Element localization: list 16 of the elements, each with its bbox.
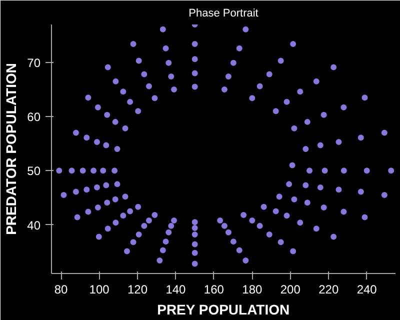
y-tick-label: 70 bbox=[27, 56, 41, 70]
x-axis-title: PREY POPULATION bbox=[157, 302, 290, 318]
x-tick-label: 200 bbox=[280, 282, 301, 296]
x-tick-label: 140 bbox=[166, 282, 186, 296]
x-tick-label: 160 bbox=[204, 282, 224, 296]
y-axis-title: PREDATOR POPULATION bbox=[3, 63, 20, 235]
x-tick-label: 80 bbox=[54, 282, 68, 296]
x-tick-label: 240 bbox=[356, 282, 378, 296]
y-tick-label: 50 bbox=[27, 164, 41, 178]
x-tick-label: 120 bbox=[127, 282, 148, 296]
y-tick-label: 40 bbox=[27, 218, 41, 232]
x-tick-label: 100 bbox=[89, 282, 110, 296]
x-tick-label: 220 bbox=[318, 282, 339, 296]
chart-title: Phase Portrait bbox=[188, 8, 258, 20]
x-tick-label: 180 bbox=[242, 282, 263, 296]
y-tick-label: 60 bbox=[27, 110, 41, 124]
